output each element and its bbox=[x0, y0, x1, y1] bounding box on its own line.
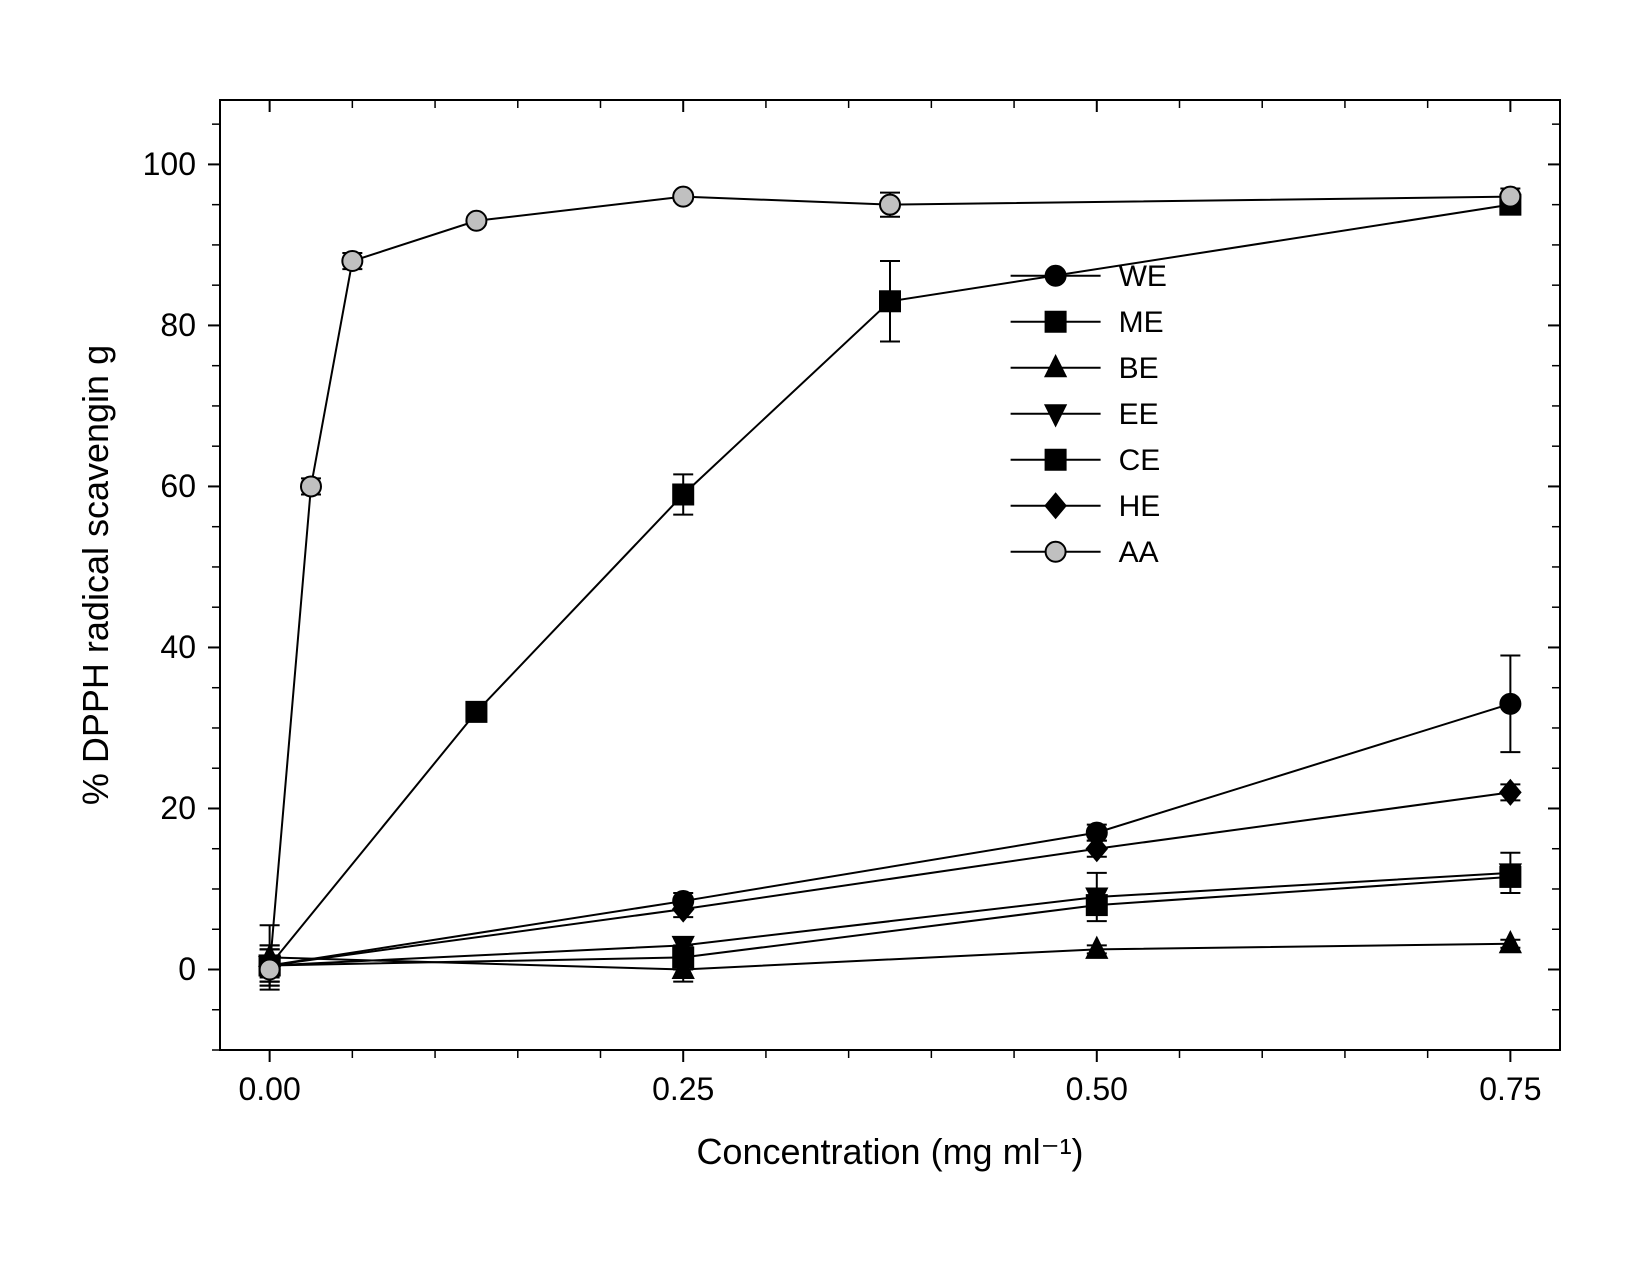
legend-item-AA: AA bbox=[1119, 536, 1159, 569]
line-chart: 0.00 0.25 0.50 0.75 0 20 40 60 80 100 Concentratio… bbox=[0, 0, 1646, 1276]
x-tick-label: 0.75 bbox=[1479, 1071, 1541, 1107]
y-tick-label: 0 bbox=[178, 951, 196, 987]
legend-item-WE: WE bbox=[1119, 260, 1167, 293]
x-tick-label: 0.00 bbox=[238, 1071, 300, 1107]
chart-container: 0.00 0.25 0.50 0.75 0 20 40 60 80 100 Concentratio… bbox=[0, 0, 1646, 1276]
legend-item-EE: EE bbox=[1119, 398, 1159, 431]
x-axis-label: Concentration (mg ml⁻¹) bbox=[696, 1131, 1083, 1172]
series-WE bbox=[260, 656, 1521, 986]
y-tick-label: 80 bbox=[160, 307, 196, 343]
x-tick-label: 0.50 bbox=[1066, 1071, 1128, 1107]
y-tick-label: 40 bbox=[160, 629, 196, 665]
y-tick-label: 60 bbox=[160, 468, 196, 504]
legend: WE ME BE EE CE HE AA bbox=[1011, 260, 1167, 569]
legend-item-HE: HE bbox=[1119, 490, 1161, 523]
y-tick-label: 20 bbox=[160, 790, 196, 826]
y-tick-label: 100 bbox=[143, 146, 196, 182]
legend-item-BE: BE bbox=[1119, 352, 1159, 385]
x-tick-label: 0.25 bbox=[652, 1071, 714, 1107]
y-axis-label: % DPPH radical scavengin g bbox=[75, 345, 116, 805]
series-HE bbox=[260, 780, 1521, 981]
legend-item-CE: CE bbox=[1119, 444, 1161, 477]
legend-item-ME: ME bbox=[1119, 306, 1164, 339]
